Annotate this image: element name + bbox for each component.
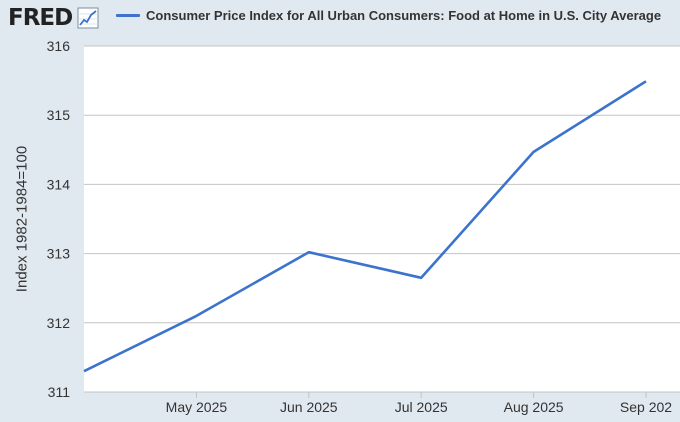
y-tick-label: 311 <box>48 384 71 400</box>
data-point[interactable] <box>79 366 89 376</box>
y-tick-label: 314 <box>47 176 71 192</box>
data-point[interactable] <box>191 311 201 321</box>
legend-series-label: Consumer Price Index for All Urban Consu… <box>146 8 662 23</box>
data-point[interactable] <box>304 247 314 257</box>
y-tick-label: 312 <box>47 315 71 331</box>
x-tick-label: Sep 202 <box>620 399 672 415</box>
grid-lines <box>84 45 680 393</box>
x-axis-ticks: May 2025 Jun 2025 Jul 2025 Aug 2025 Sep 202 <box>166 392 672 415</box>
x-tick-label: Aug 2025 <box>504 399 564 415</box>
data-point[interactable] <box>529 147 539 157</box>
fred-logo[interactable]: FRED <box>8 5 73 31</box>
data-point[interactable] <box>641 76 651 86</box>
data-point[interactable] <box>416 273 426 283</box>
fred-header: FRED <box>8 4 99 32</box>
y-tick-label: 316 <box>47 38 71 54</box>
y-axis-ticks: 311 312 313 314 315 316 <box>47 38 71 400</box>
x-tick-label: Jun 2025 <box>280 399 338 415</box>
plot-area <box>84 46 680 392</box>
series-layer <box>79 76 651 376</box>
x-tick-label: May 2025 <box>166 399 228 415</box>
y-tick-label: 315 <box>47 107 71 123</box>
legend-swatch <box>116 14 140 17</box>
y-tick-label: 313 <box>47 246 71 262</box>
series-line[interactable] <box>83 80 647 373</box>
line-chart-icon <box>77 7 99 29</box>
chart-legend: Consumer Price Index for All Urban Consu… <box>116 8 661 23</box>
x-tick-label: Jul 2025 <box>395 399 448 415</box>
